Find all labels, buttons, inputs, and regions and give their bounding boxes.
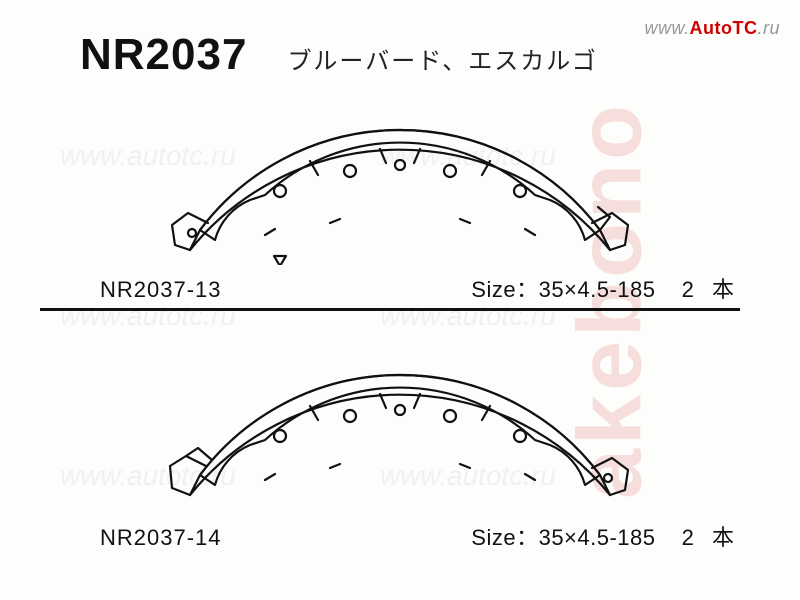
source-url: www.AutoTC.ru xyxy=(644,18,780,39)
brake-shoe-svg xyxy=(80,340,720,510)
catalog-page: akebono www.autotc.ru www.autotc.ru www.… xyxy=(0,0,800,600)
spec-row-14: NR2037-14 Size：35×4.5-185 2 本 xyxy=(100,520,740,552)
variant-size: Size：35×4.5-185 xyxy=(471,277,655,302)
brake-shoe-diagram-14 xyxy=(80,340,720,510)
brake-shoe-diagram-13 xyxy=(80,95,720,265)
variant-qty: 2 本 xyxy=(682,525,740,550)
url-suffix: .ru xyxy=(757,18,780,38)
bg-watermark: www.autotc.ru xyxy=(380,300,556,332)
part-number: NR2037 xyxy=(80,30,247,80)
spec-row-13: NR2037-13 Size：35×4.5-185 2 本 xyxy=(100,272,740,304)
url-main: AutoTC xyxy=(690,18,758,38)
variant-code: NR2037-14 xyxy=(100,525,222,551)
variant-code: NR2037-13 xyxy=(100,277,222,303)
url-prefix: www. xyxy=(644,18,689,38)
variant-size: Size：35×4.5-185 xyxy=(471,525,655,550)
model-names-jp: ブルーバード、エスカルゴ xyxy=(287,41,597,76)
bg-watermark: www.autotc.ru xyxy=(60,300,236,332)
variant-qty: 2 本 xyxy=(682,277,740,302)
brake-shoe-svg xyxy=(80,95,720,265)
section-divider xyxy=(40,308,740,311)
title-row: NR2037 ブルーバード、エスカルゴ xyxy=(80,30,598,80)
